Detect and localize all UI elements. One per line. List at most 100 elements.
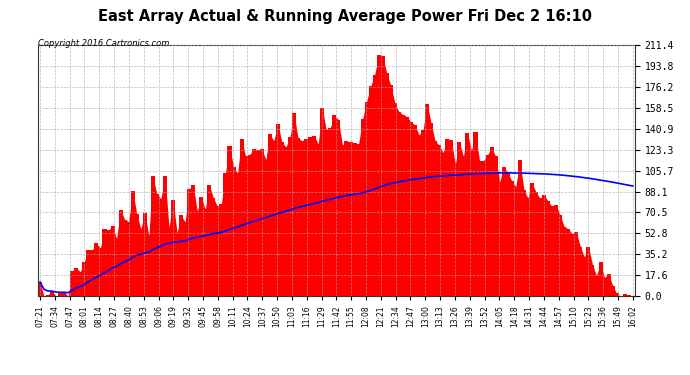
Bar	[574, 232, 578, 296]
Bar	[78, 272, 82, 296]
Bar	[388, 86, 393, 296]
Bar	[90, 250, 95, 296]
Bar	[368, 87, 373, 296]
Bar	[373, 75, 377, 296]
Bar	[409, 122, 413, 296]
Bar	[276, 124, 280, 296]
Bar	[268, 134, 272, 296]
Bar	[215, 206, 219, 296]
Bar	[127, 222, 130, 296]
Bar	[106, 230, 110, 296]
Bar	[405, 117, 409, 296]
Bar	[183, 222, 187, 296]
Bar	[542, 195, 546, 296]
Bar	[364, 102, 368, 296]
Bar	[252, 149, 256, 296]
Bar	[607, 274, 611, 296]
Bar	[393, 103, 397, 296]
Bar	[155, 195, 159, 296]
Bar	[566, 229, 570, 296]
Bar	[586, 247, 591, 296]
Bar	[437, 145, 441, 296]
Bar	[582, 257, 586, 296]
Bar	[235, 173, 239, 296]
Bar	[151, 176, 155, 296]
Bar	[58, 293, 62, 296]
Bar	[538, 198, 542, 296]
Bar	[477, 161, 482, 296]
Bar	[312, 136, 316, 296]
Bar	[554, 206, 558, 296]
Bar	[413, 125, 417, 296]
Bar	[578, 247, 582, 296]
Bar	[300, 141, 304, 296]
Bar	[550, 207, 554, 296]
Bar	[482, 160, 486, 296]
Bar	[320, 108, 324, 296]
Bar	[123, 220, 127, 296]
Bar	[171, 200, 175, 296]
Bar	[135, 214, 139, 296]
Bar	[308, 137, 312, 296]
Bar	[421, 130, 425, 296]
Bar	[70, 271, 75, 296]
Bar	[316, 144, 320, 296]
Bar	[441, 153, 445, 296]
Bar	[46, 295, 50, 296]
Bar	[449, 140, 453, 296]
Bar	[381, 56, 385, 296]
Bar	[534, 192, 538, 296]
Bar	[429, 123, 433, 296]
Bar	[340, 145, 344, 296]
Bar	[466, 133, 469, 296]
Bar	[526, 198, 530, 296]
Bar	[462, 156, 466, 296]
Bar	[595, 276, 598, 296]
Bar	[486, 155, 490, 296]
Bar	[344, 141, 348, 296]
Bar	[615, 294, 619, 296]
Bar	[602, 278, 607, 296]
Bar	[611, 285, 615, 296]
Bar	[284, 147, 288, 296]
Bar	[139, 229, 143, 296]
Bar	[115, 238, 119, 296]
Bar	[191, 185, 195, 296]
Bar	[591, 264, 595, 296]
Bar	[397, 111, 401, 296]
Text: East Array  (DC Watts): East Array (DC Watts)	[522, 26, 623, 36]
Bar	[272, 141, 276, 296]
Bar	[75, 268, 78, 296]
Bar	[147, 236, 151, 296]
Bar	[207, 185, 211, 296]
Bar	[228, 146, 232, 296]
Bar	[211, 198, 215, 296]
Bar	[296, 138, 300, 296]
Bar	[187, 189, 191, 296]
Bar	[288, 137, 292, 296]
Bar	[248, 154, 252, 296]
Bar	[62, 292, 66, 296]
Bar	[38, 282, 42, 296]
Bar	[119, 210, 123, 296]
Bar	[357, 144, 361, 296]
Bar	[562, 227, 566, 296]
Bar	[469, 150, 473, 296]
Bar	[514, 187, 518, 296]
Bar	[103, 229, 106, 296]
Bar	[337, 120, 340, 296]
Bar	[224, 173, 228, 296]
Bar	[622, 294, 627, 296]
Bar	[280, 142, 284, 296]
Bar	[179, 215, 183, 296]
Bar	[159, 198, 163, 296]
Bar	[195, 211, 199, 296]
Bar	[259, 149, 264, 296]
Bar	[598, 262, 602, 296]
Bar	[530, 183, 534, 296]
Bar	[110, 226, 115, 296]
Bar	[95, 243, 99, 296]
Bar	[493, 156, 497, 296]
Bar	[361, 119, 364, 296]
Bar	[546, 201, 550, 296]
